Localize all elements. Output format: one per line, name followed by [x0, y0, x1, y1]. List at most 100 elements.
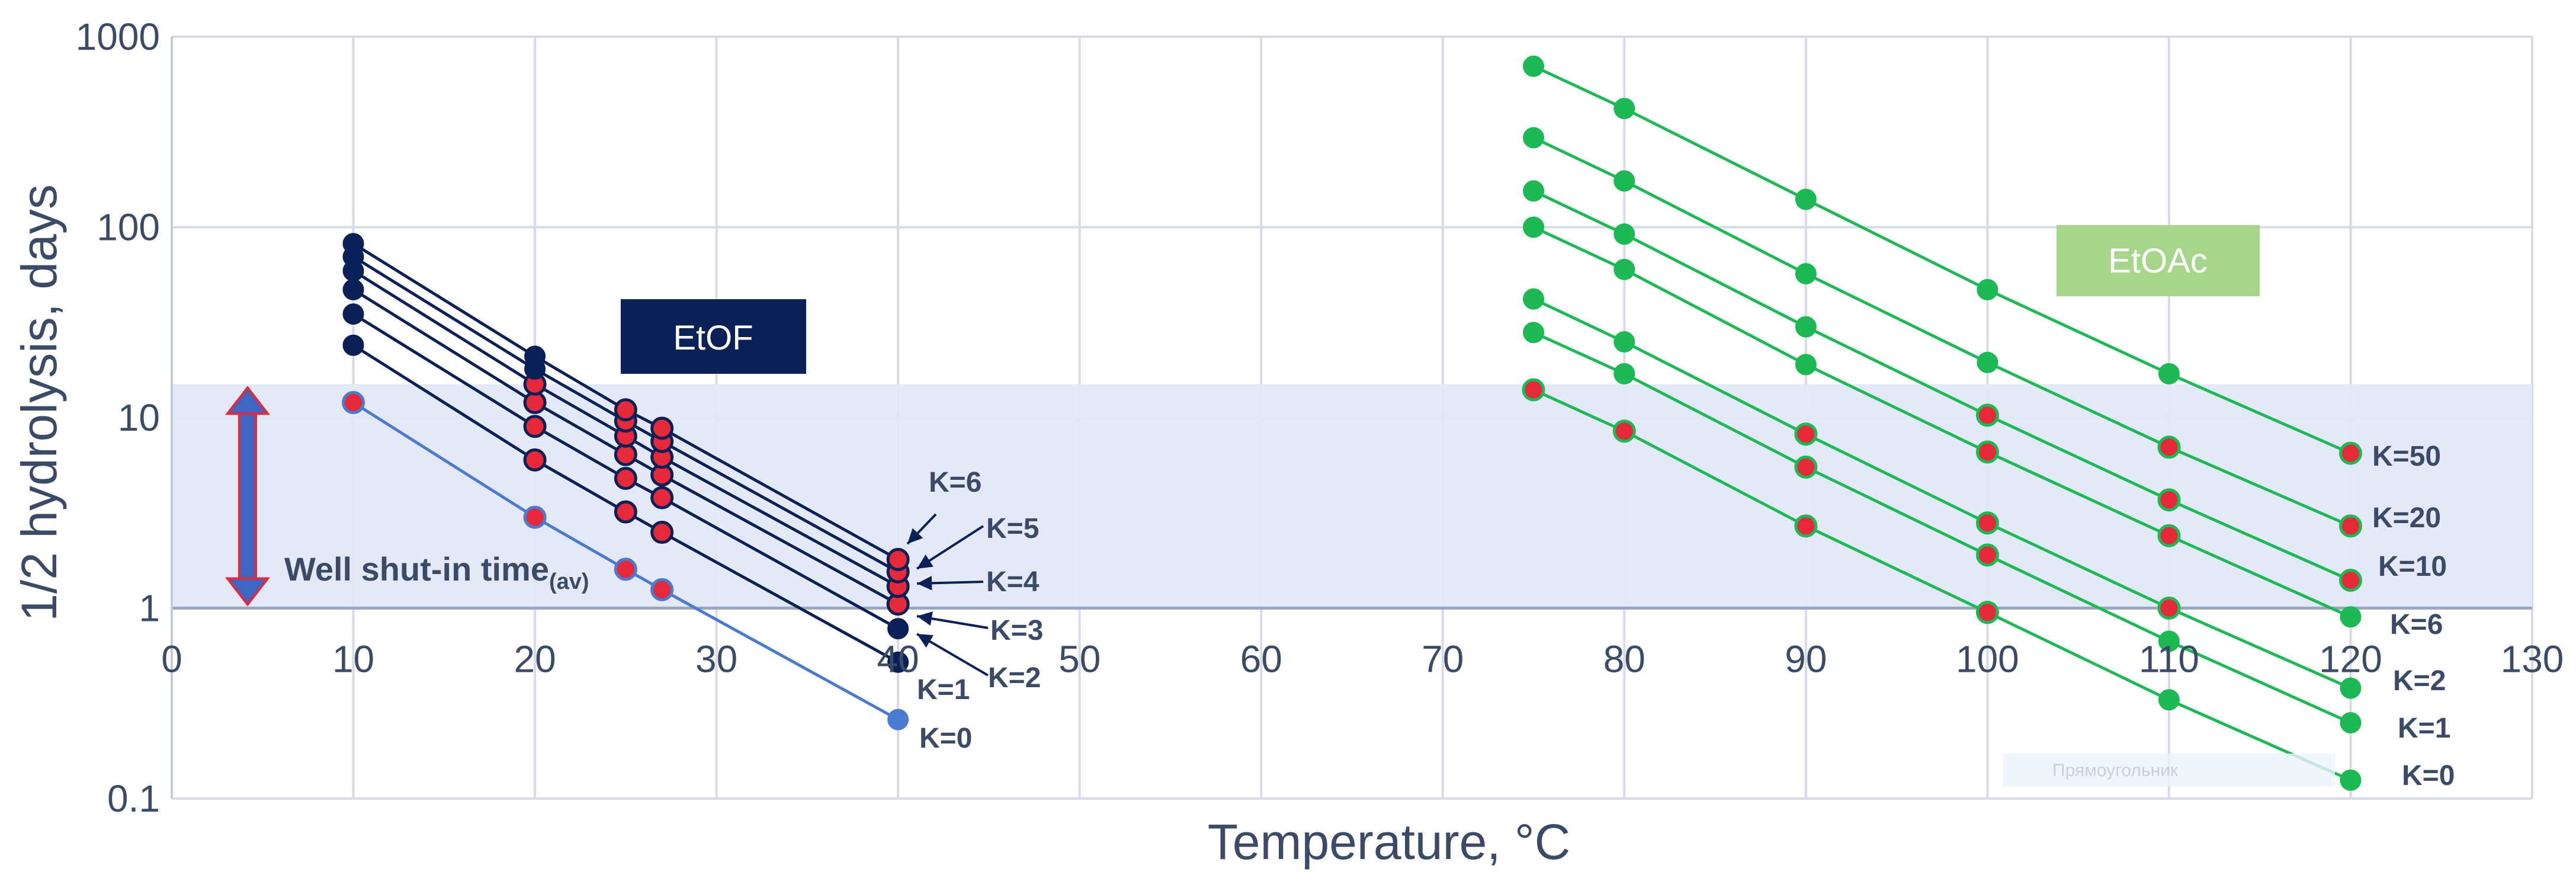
chart: K=0K=1 K=2K=3K=4K=5K=6K=0K=1K=2K=6K=10K=2… — [0, 0, 2576, 891]
x-tick-label: 10 — [332, 638, 374, 681]
data-point — [2159, 525, 2179, 546]
x-tick-label: 130 — [2501, 638, 2564, 681]
x-tick-label: 40 — [877, 638, 919, 681]
x-tick-label: 110 — [2139, 638, 2199, 681]
data-point — [1977, 513, 1997, 533]
x-tick-label: 70 — [1422, 638, 1464, 681]
y-tick-label: 10 — [118, 396, 160, 439]
data-point — [652, 579, 672, 600]
shut-in-label: Well shut-in time(av) — [284, 550, 589, 594]
data-point — [2340, 571, 2360, 591]
data-point — [2159, 490, 2179, 510]
x-tick-label: 20 — [514, 638, 556, 681]
k-label-etof: K=1 — [917, 674, 970, 706]
data-point — [2340, 770, 2360, 790]
data-point — [615, 468, 636, 488]
data-point — [1796, 424, 1816, 444]
y-tick-label: 0.1 — [107, 777, 160, 820]
data-point — [344, 304, 364, 324]
k-label-etoac: K=6 — [2390, 609, 2443, 640]
y-tick-label: 1 — [139, 587, 160, 630]
data-point — [652, 418, 672, 438]
x-tick-label: 50 — [1058, 638, 1101, 681]
data-point — [2340, 713, 2360, 733]
data-point — [1977, 405, 1997, 425]
data-point — [1796, 516, 1816, 536]
data-point — [2159, 364, 2179, 384]
data-point — [652, 523, 672, 543]
data-point — [2159, 437, 2179, 457]
data-point — [1523, 380, 1544, 400]
data-point — [1614, 224, 1634, 244]
data-point — [888, 618, 908, 639]
data-point — [1977, 352, 1997, 373]
x-tick-label: 60 — [1240, 638, 1282, 681]
data-point — [525, 416, 545, 437]
data-point — [525, 346, 545, 366]
shut-in-arrow-shaft — [239, 411, 256, 581]
k-label-etoac: K=0 — [2402, 760, 2455, 791]
shut-in-label-sub: (av) — [549, 569, 589, 594]
data-point — [2159, 690, 2179, 710]
data-point — [1614, 98, 1634, 118]
x-tick-label: 100 — [1956, 638, 2019, 681]
data-point — [1796, 264, 1816, 284]
etof-box-label: EtOF — [673, 319, 753, 357]
data-point — [888, 710, 908, 730]
k-label-etoac: K=2 — [2393, 665, 2446, 697]
data-point — [615, 502, 636, 522]
data-point — [1796, 457, 1816, 477]
k-label-etoac: K=50 — [2372, 441, 2441, 472]
k-label-etof: K=0 — [919, 723, 972, 754]
data-point — [615, 559, 636, 579]
k-label-pointer-head — [917, 611, 933, 626]
k-label-etof: K=4 — [986, 566, 1040, 598]
etoac-box-label: EtOAc — [2108, 242, 2208, 280]
data-point — [1523, 56, 1544, 76]
data-point — [1523, 322, 1544, 342]
data-point — [1614, 332, 1634, 352]
data-point — [525, 507, 545, 527]
placeholder-rect-label: Прямоугольник — [2052, 761, 2179, 780]
data-point — [1614, 259, 1634, 280]
k-label-etof: K=3 — [990, 615, 1043, 646]
data-point — [615, 400, 636, 420]
x-tick-label: 90 — [1785, 638, 1827, 681]
k-label-etof: K=2 — [988, 662, 1041, 694]
data-point — [344, 233, 364, 254]
data-point — [2340, 678, 2360, 698]
data-point — [1614, 421, 1634, 441]
data-point — [1614, 364, 1634, 384]
data-point — [1796, 190, 1816, 210]
x-tick-label: 120 — [2319, 638, 2382, 681]
y-axis-title: 1/2 hydrolysis, days — [11, 184, 67, 621]
data-point — [1977, 280, 1997, 300]
data-point — [2340, 607, 2360, 627]
data-point — [1977, 442, 1997, 462]
data-point — [1523, 181, 1544, 201]
data-point — [525, 450, 545, 470]
data-point — [1523, 289, 1544, 309]
x-tick-label: 30 — [695, 638, 737, 681]
data-point — [652, 488, 672, 508]
data-point — [1796, 317, 1816, 337]
k-label-etof: K=5 — [986, 513, 1039, 544]
data-point — [1614, 171, 1634, 191]
k-label-etoac: K=20 — [2372, 502, 2441, 534]
data-point — [1523, 127, 1544, 148]
x-axis-title: Temperature, °C — [1208, 814, 1571, 870]
data-point — [1977, 602, 1997, 623]
k-label-etof: K=6 — [929, 467, 981, 498]
k-label-etoac: K=10 — [2378, 551, 2447, 582]
data-point — [2159, 598, 2179, 618]
data-point — [888, 549, 908, 569]
x-tick-label: 80 — [1603, 638, 1645, 681]
data-point — [1977, 545, 1997, 565]
data-point — [344, 393, 364, 413]
k-label-etoac: K=1 — [2398, 713, 2450, 744]
data-point — [344, 335, 364, 355]
y-tick-label: 1000 — [76, 15, 160, 58]
y-tick-label: 100 — [97, 206, 160, 249]
data-point — [344, 280, 364, 300]
x-tick-label: 0 — [161, 638, 182, 681]
